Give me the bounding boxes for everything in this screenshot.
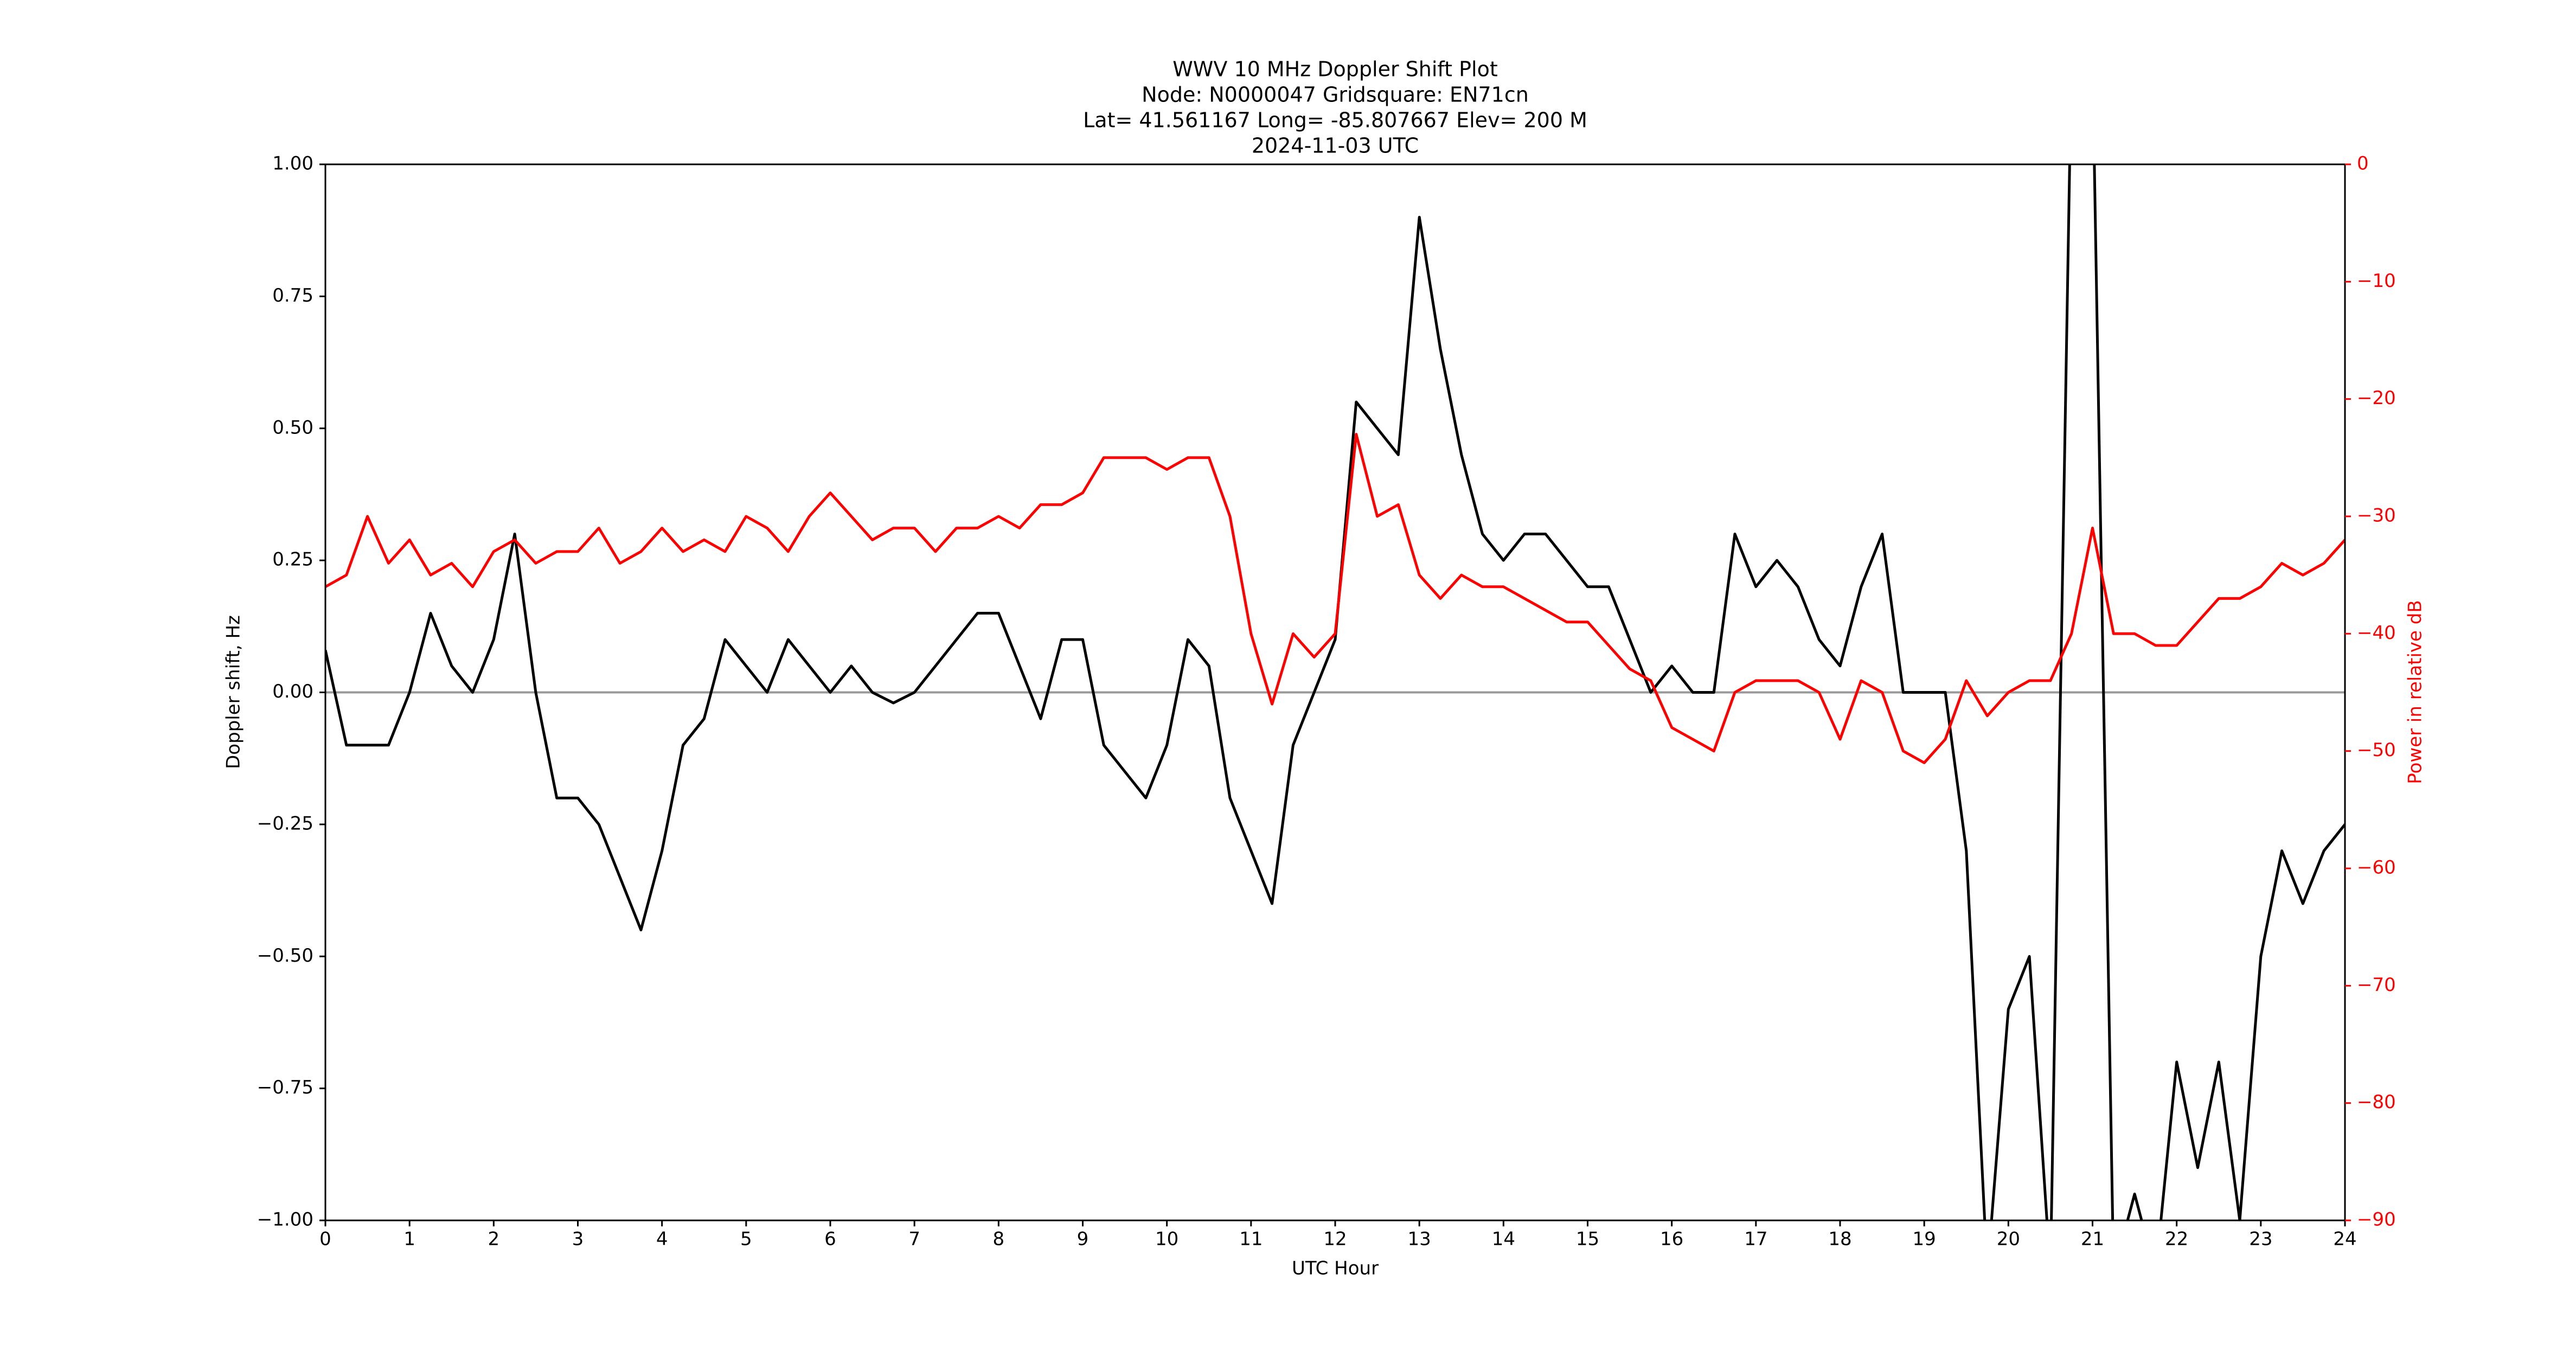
x-tick-label: 13 xyxy=(1408,1229,1431,1250)
y2-tick-label: −20 xyxy=(2357,387,2396,409)
y-tick-label: 0.25 xyxy=(272,549,313,571)
x-tick-label: 15 xyxy=(1576,1229,1599,1250)
x-tick-label: 6 xyxy=(824,1229,836,1250)
x-tick-label: 24 xyxy=(2333,1229,2356,1250)
x-axis-label: UTC Hour xyxy=(1292,1258,1379,1280)
x-tick-label: 3 xyxy=(572,1229,584,1250)
x-tick-label: 16 xyxy=(1660,1229,1683,1250)
y2-tick-label: −30 xyxy=(2357,505,2396,527)
chart-title: 2024-11-03 UTC xyxy=(1252,134,1419,158)
y2-tick-label: −70 xyxy=(2357,974,2396,996)
x-tick-label: 0 xyxy=(319,1229,331,1250)
data-line xyxy=(325,164,2345,1220)
x-tick-label: 20 xyxy=(1997,1229,2020,1250)
y-tick-label: 0.75 xyxy=(272,285,313,306)
chart-title: Lat= 41.561167 Long= -85.807667 Elev= 20… xyxy=(1083,108,1587,132)
data-line xyxy=(325,433,2345,764)
x-tick-label: 17 xyxy=(1744,1229,1767,1250)
x-tick-label: 21 xyxy=(2081,1229,2104,1250)
x-tick-label: 10 xyxy=(1155,1229,1178,1250)
x-tick-label: 1 xyxy=(403,1229,415,1250)
x-tick-label: 11 xyxy=(1239,1229,1263,1250)
x-tick-label: 18 xyxy=(1828,1229,1851,1250)
x-tick-label: 22 xyxy=(2165,1229,2188,1250)
y2-tick-label: −10 xyxy=(2357,270,2396,292)
y-tick-label: 1.00 xyxy=(272,153,313,175)
y-tick-label: −0.75 xyxy=(257,1077,313,1098)
x-tick-label: 14 xyxy=(1492,1229,1515,1250)
y-tick-label: 0.50 xyxy=(272,417,313,438)
y-tick-label: 0.00 xyxy=(272,681,313,702)
chart-title: WWV 10 MHz Doppler Shift Plot xyxy=(1172,57,1498,81)
y2-tick-label: −50 xyxy=(2357,739,2396,761)
x-tick-label: 19 xyxy=(1913,1229,1936,1250)
y2-tick-label: −60 xyxy=(2357,857,2396,879)
y2-tick-label: −90 xyxy=(2357,1209,2396,1231)
chart-title: Node: N0000047 Gridsquare: EN71cn xyxy=(1142,83,1529,107)
x-tick-label: 9 xyxy=(1077,1229,1089,1250)
y-tick-label: −0.50 xyxy=(257,945,313,967)
x-tick-label: 23 xyxy=(2249,1229,2272,1250)
x-tick-label: 7 xyxy=(908,1229,920,1250)
x-tick-label: 5 xyxy=(740,1229,752,1250)
y2-tick-label: −40 xyxy=(2357,622,2396,644)
x-tick-label: 4 xyxy=(656,1229,668,1250)
x-tick-label: 12 xyxy=(1323,1229,1347,1250)
y-tick-label: −0.25 xyxy=(257,813,313,834)
y2-axis-label: Power in relative dB xyxy=(2405,600,2426,784)
y-axis-label: Doppler shift, Hz xyxy=(223,615,245,769)
x-tick-label: 2 xyxy=(488,1229,500,1250)
y-tick-label: −1.00 xyxy=(257,1209,313,1231)
y2-tick-label: −80 xyxy=(2357,1091,2396,1113)
x-tick-label: 8 xyxy=(993,1229,1005,1250)
y2-tick-label: 0 xyxy=(2357,153,2369,175)
